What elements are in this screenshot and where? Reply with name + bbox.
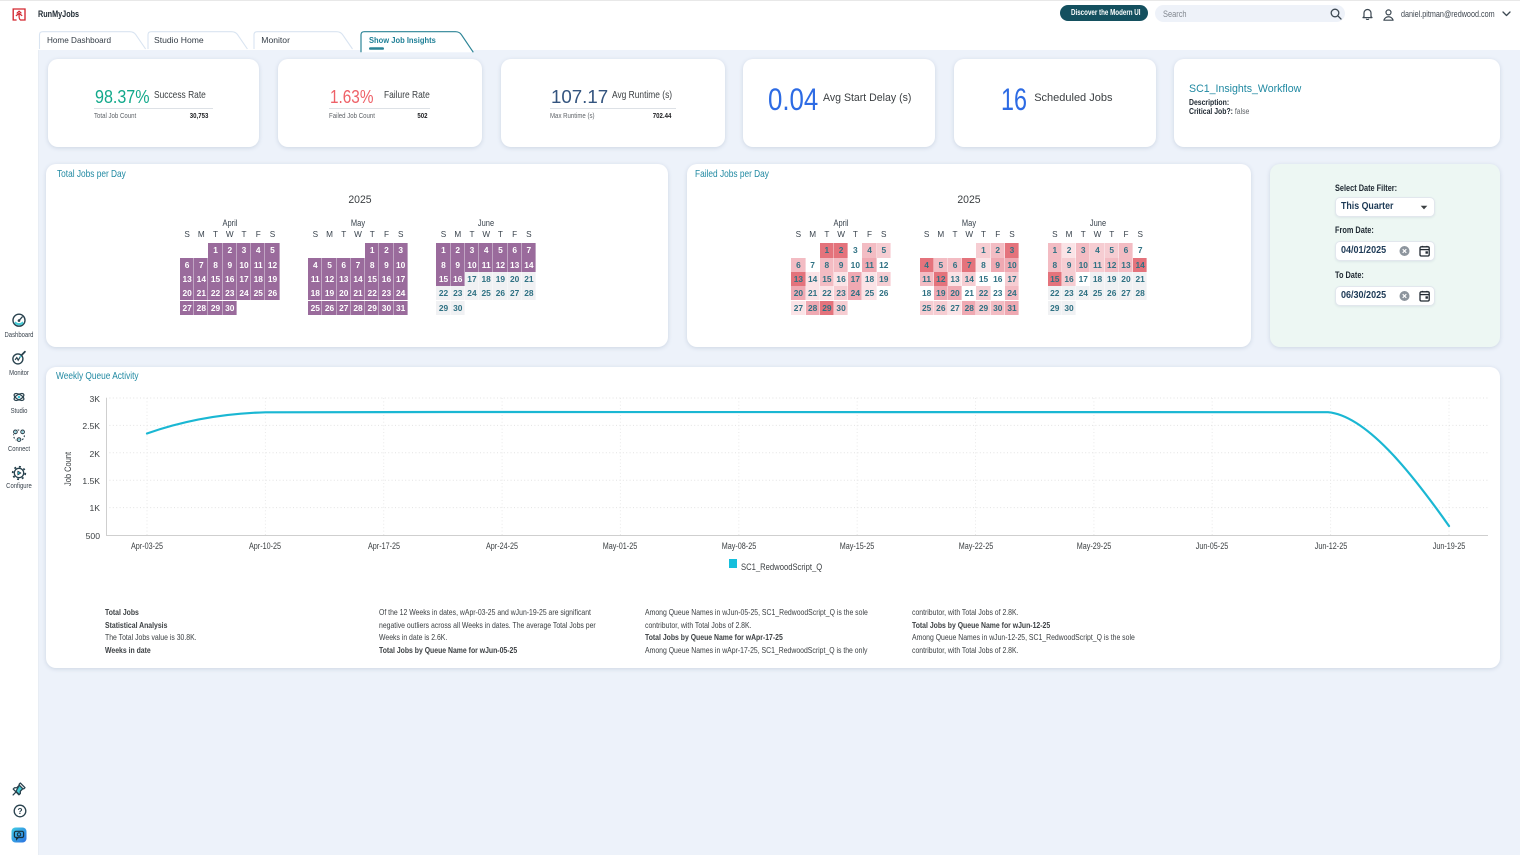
svg-text:?: ? <box>17 806 22 816</box>
